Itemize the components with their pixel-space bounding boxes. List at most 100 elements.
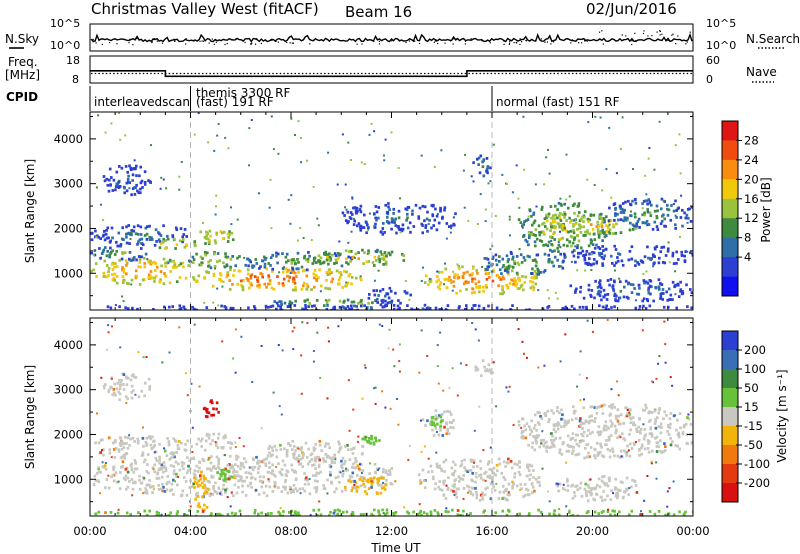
heatmap-cell: [432, 203, 435, 207]
heatmap-cell: [223, 265, 226, 268]
heatmap-cell: [258, 475, 262, 479]
heatmap-cell: [595, 411, 599, 415]
heatmap-cell: [454, 492, 458, 496]
heatmap-cell: [624, 279, 628, 283]
heatmap-cell: [172, 469, 176, 473]
heatmap-cell: [571, 250, 574, 254]
heatmap-cell: [519, 253, 523, 257]
heatmap-cell: [296, 239, 299, 242]
noise-panel-frame: [89, 23, 694, 52]
heatmap-cell: [656, 209, 659, 213]
heatmap-cell: [166, 237, 170, 241]
nsearch-point: [671, 34, 673, 36]
heatmap-cell: [644, 433, 647, 437]
heatmap-cell: [438, 308, 441, 310]
heatmap-cell: [277, 344, 280, 346]
heatmap-cell: [486, 268, 489, 271]
heatmap-cell: [229, 466, 232, 470]
heatmap-cell: [325, 271, 329, 274]
heatmap-cell: [110, 263, 114, 266]
heatmap-cell: [263, 262, 267, 266]
heatmap-cell: [129, 378, 133, 382]
nsearch-point: [642, 32, 645, 35]
heatmap-cell: [674, 227, 677, 230]
heatmap-cell: [566, 489, 570, 492]
heatmap-cell: [555, 482, 559, 486]
heatmap-cell: [204, 490, 207, 494]
heatmap-cell: [318, 458, 321, 462]
heatmap-cell: [442, 389, 445, 392]
heatmap-cell: [281, 267, 285, 270]
heatmap-cell: [535, 261, 538, 265]
heatmap-cell: [570, 260, 573, 263]
heatmap-cell: [640, 452, 643, 456]
heatmap-cell: [283, 487, 287, 491]
nsearch-point: [570, 42, 572, 44]
heatmap-cell: [196, 491, 200, 495]
heatmap-cell: [606, 293, 610, 296]
heatmap-cell: [262, 458, 266, 462]
heatmap-cell: [579, 231, 583, 234]
heatmap-cell: [158, 455, 161, 459]
heatmap-cell: [595, 260, 599, 264]
heatmap-cell: [579, 399, 582, 402]
heatmap-cell: [171, 235, 175, 239]
colorbar-swatch: [722, 121, 738, 141]
heatmap-cell: [99, 492, 102, 495]
heatmap-cell: [578, 305, 582, 309]
heatmap-cell: [186, 514, 189, 516]
heatmap-cell: [617, 422, 621, 426]
heatmap-cell: [197, 274, 201, 278]
heatmap-cell: [256, 461, 259, 465]
power-panel-frame: [89, 111, 694, 311]
heatmap-cell: [227, 147, 230, 150]
heatmap-cell: [437, 221, 441, 225]
heatmap-cell: [130, 468, 134, 472]
heatmap-cell: [187, 469, 190, 472]
heatmap-cell: [662, 450, 665, 454]
heatmap-cell: [189, 505, 192, 508]
heatmap-cell: [587, 510, 590, 513]
heatmap-cell: [643, 447, 647, 451]
heatmap-cell: [590, 414, 593, 418]
heatmap-cell: [397, 299, 400, 302]
heatmap-cell: [648, 200, 652, 204]
heatmap-cell: [125, 402, 128, 405]
heatmap-cell: [421, 204, 425, 208]
heatmap-cell: [560, 408, 563, 412]
heatmap-cell: [111, 441, 115, 445]
heatmap-cell: [274, 483, 277, 486]
heatmap-cell: [147, 471, 150, 475]
heatmap-cell: [97, 470, 101, 474]
heatmap-cell: [227, 470, 231, 473]
heatmap-cell: [298, 487, 302, 491]
nsearch-point: [371, 40, 373, 42]
heatmap-cell: [145, 356, 148, 358]
heatmap-cell: [112, 468, 115, 472]
heatmap-cell: [280, 413, 283, 416]
heatmap-cell: [103, 259, 107, 263]
heatmap-cell: [120, 447, 124, 451]
heatmap-cell: [645, 220, 649, 223]
heatmap-cell: [621, 116, 624, 119]
heatmap-cell: [392, 212, 395, 215]
heatmap-cell: [306, 478, 309, 482]
heatmap-cell: [618, 455, 622, 459]
heatmap-cell: [605, 230, 609, 233]
heatmap-cell: [580, 432, 583, 436]
heatmap-cell: [613, 305, 616, 309]
heatmap-cell: [232, 468, 236, 472]
heatmap-cell: [154, 269, 157, 272]
heatmap-cell: [553, 249, 556, 253]
heatmap-cell: [308, 460, 312, 463]
heatmap-cell: [337, 440, 340, 444]
heatmap-cell: [224, 473, 227, 476]
heatmap-cell: [267, 461, 271, 465]
heatmap-cell: [556, 406, 559, 409]
heatmap-cell: [292, 278, 296, 282]
heatmap-cell: [95, 472, 99, 475]
heatmap-cell: [452, 426, 455, 430]
nsearch-point: [250, 43, 252, 45]
heatmap-cell: [529, 473, 532, 477]
heatmap-cell: [562, 252, 566, 256]
